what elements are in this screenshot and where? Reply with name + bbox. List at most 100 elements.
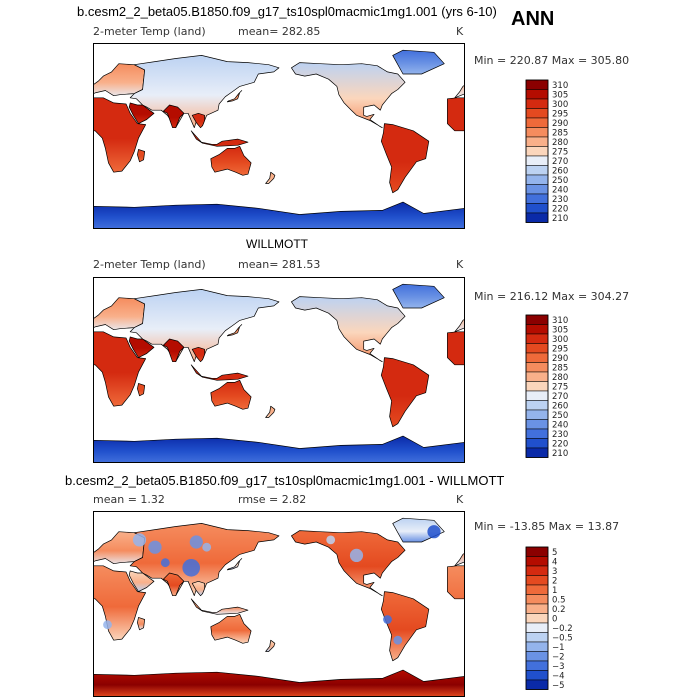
colorbar-label: 240 <box>552 421 568 431</box>
colorbar-label: −0.2 <box>552 624 573 634</box>
colorbar-label: 275 <box>552 148 568 158</box>
colorbar-swatch <box>525 333 549 344</box>
colorbar-label: 280 <box>552 373 568 383</box>
panel2-colorbar: 3103053002952902852802752702602502402302… <box>525 314 568 459</box>
colorbar-label: 300 <box>552 335 568 345</box>
land-region <box>454 552 465 567</box>
colorbar-label: 0.5 <box>552 596 566 606</box>
colorbar-swatch <box>525 381 549 392</box>
colorbar-swatch <box>525 352 549 363</box>
colorbar-swatch <box>525 371 549 382</box>
colorbar-swatch <box>525 117 549 128</box>
colorbar-label: 305 <box>552 326 568 336</box>
colorbar-swatch <box>525 575 549 586</box>
colorbar-label: 0.2 <box>552 605 566 615</box>
land-region <box>380 591 430 662</box>
colorbar-label: 220 <box>552 440 568 450</box>
land-region <box>380 123 430 194</box>
colorbar-label: 300 <box>552 100 568 110</box>
colorbar-swatch <box>525 438 549 449</box>
land-region <box>291 62 406 129</box>
colorbar-swatch <box>525 428 549 439</box>
land-region <box>128 570 155 592</box>
colorbar-swatch <box>525 679 549 690</box>
colorbar-label: 260 <box>552 167 568 177</box>
colorbar-label: −2 <box>552 653 565 663</box>
land-region <box>265 639 276 652</box>
land-region <box>447 97 465 132</box>
land-region <box>291 530 406 597</box>
colorbar-swatch <box>525 203 549 214</box>
land-region <box>128 102 155 124</box>
colorbar-swatch <box>525 670 549 681</box>
colorbar-swatch <box>525 324 549 335</box>
colorbar-swatch <box>525 362 549 373</box>
land-region <box>190 598 249 615</box>
colorbar-label: 230 <box>552 430 568 440</box>
colorbar-label: 310 <box>552 81 568 91</box>
colorbar-label: 270 <box>552 157 568 167</box>
colorbar-label: 310 <box>552 316 568 326</box>
colorbar-swatch <box>525 584 549 595</box>
colorbar-swatch <box>525 594 549 605</box>
land-region <box>380 357 430 428</box>
colorbar-swatch <box>525 419 549 430</box>
panel2-title: WILLMOTT <box>246 237 308 251</box>
colorbar-label: 290 <box>552 119 568 129</box>
bias-patch <box>326 535 336 545</box>
land-region <box>191 580 205 597</box>
colorbar-swatch <box>525 343 549 354</box>
land-region <box>191 346 205 363</box>
panel1-mean: mean= 282.85 <box>238 25 321 38</box>
panel1-units: K <box>456 25 464 38</box>
land-region <box>210 145 252 176</box>
panel3-rmse: rmse = 2.82 <box>238 493 307 506</box>
land-region <box>392 283 445 309</box>
bias-patch <box>103 620 112 630</box>
colorbar-label: 275 <box>552 383 568 393</box>
colorbar-swatch <box>525 409 549 420</box>
land-region <box>162 104 185 129</box>
colorbar-label: 0 <box>552 615 557 625</box>
land-region <box>137 383 146 397</box>
panel2-units: K <box>456 258 464 271</box>
land-region <box>128 336 155 358</box>
colorbar-swatch <box>525 660 549 671</box>
colorbar-swatch <box>525 98 549 109</box>
land-region <box>447 565 465 600</box>
land-region <box>93 97 147 173</box>
panel2-mean: mean= 281.53 <box>238 258 321 271</box>
colorbar-swatch <box>525 314 549 325</box>
land-region <box>191 112 205 129</box>
land-region <box>210 613 252 644</box>
colorbar-label: −4 <box>552 672 565 682</box>
land-region <box>291 296 406 363</box>
colorbar-label: 260 <box>552 402 568 412</box>
colorbar-label: 285 <box>552 129 568 139</box>
colorbar-swatch <box>525 193 549 204</box>
land-region <box>93 331 147 407</box>
colorbar-swatch <box>525 390 549 401</box>
colorbar-swatch <box>525 184 549 195</box>
colorbar-label: 250 <box>552 176 568 186</box>
land-region <box>265 171 276 184</box>
colorbar-swatch <box>525 546 549 557</box>
colorbar-label: 220 <box>552 205 568 215</box>
land-region <box>265 405 276 418</box>
land-region <box>190 130 249 147</box>
colorbar-label: 290 <box>552 354 568 364</box>
colorbar-label: 210 <box>552 449 568 459</box>
panel3-minmax: Min = -13.85 Max = 13.87 <box>474 520 620 533</box>
land-region <box>190 364 249 381</box>
colorbar-swatch <box>525 79 549 90</box>
colorbar-label: 240 <box>552 186 568 196</box>
panel3-mean: mean = 1.32 <box>93 493 165 506</box>
colorbar-swatch <box>525 108 549 119</box>
colorbar-swatch <box>525 641 549 652</box>
panel1-variable: 2-meter Temp (land) <box>93 25 206 38</box>
colorbar-label: 285 <box>552 364 568 374</box>
land-region <box>454 84 465 99</box>
panel3-title: b.cesm2_2_beta05.B1850.f09_g17_ts10spl0m… <box>65 473 505 488</box>
colorbar-swatch <box>525 136 549 147</box>
